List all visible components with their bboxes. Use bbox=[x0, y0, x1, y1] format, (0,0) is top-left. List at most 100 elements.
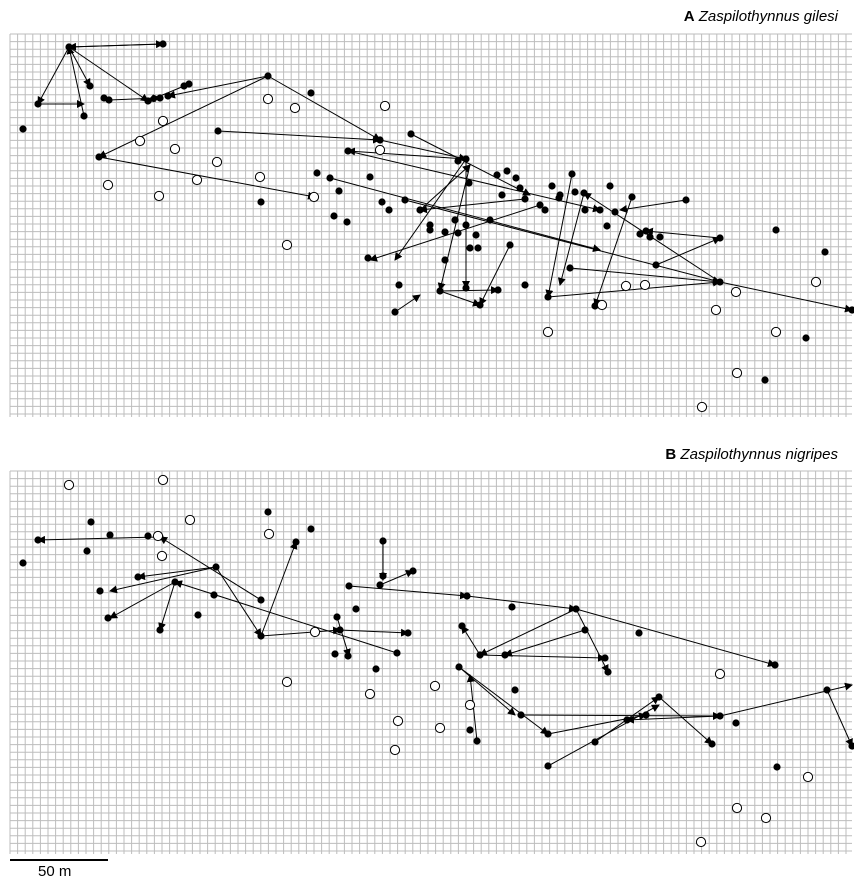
filled-point bbox=[472, 231, 479, 238]
filled-point bbox=[376, 581, 383, 588]
filled-point bbox=[307, 89, 314, 96]
filled-point bbox=[771, 661, 778, 668]
filled-point bbox=[212, 563, 219, 570]
movement-arrow bbox=[505, 630, 585, 655]
open-point bbox=[282, 240, 291, 249]
filled-point bbox=[465, 179, 472, 186]
filled-point bbox=[441, 256, 448, 263]
filled-point bbox=[655, 693, 662, 700]
open-point bbox=[64, 480, 73, 489]
filled-point bbox=[604, 668, 611, 675]
filled-point bbox=[257, 198, 264, 205]
filled-point bbox=[83, 547, 90, 554]
filled-point bbox=[656, 233, 663, 240]
filled-point bbox=[732, 719, 739, 726]
open-point bbox=[465, 700, 474, 709]
filled-point bbox=[416, 206, 423, 213]
filled-point bbox=[156, 94, 163, 101]
filled-point bbox=[331, 650, 338, 657]
filled-point bbox=[19, 559, 26, 566]
movement-arrow bbox=[548, 715, 646, 734]
filled-point bbox=[611, 208, 618, 215]
filled-point bbox=[330, 212, 337, 219]
open-point bbox=[393, 716, 402, 725]
filled-point bbox=[581, 626, 588, 633]
panel-a-marks bbox=[19, 40, 854, 411]
filled-point bbox=[682, 196, 689, 203]
open-point bbox=[732, 368, 741, 377]
filled-point bbox=[716, 712, 723, 719]
filled-point bbox=[95, 153, 102, 160]
filled-point bbox=[486, 216, 493, 223]
filled-point bbox=[636, 230, 643, 237]
filled-point bbox=[86, 82, 93, 89]
open-point bbox=[309, 192, 318, 201]
filled-point bbox=[511, 686, 518, 693]
open-point bbox=[263, 94, 272, 103]
open-point bbox=[192, 175, 201, 184]
filled-point bbox=[80, 112, 87, 119]
filled-point bbox=[401, 196, 408, 203]
open-point bbox=[158, 475, 167, 484]
filled-point bbox=[601, 654, 608, 661]
filled-point bbox=[378, 198, 385, 205]
filled-point bbox=[379, 537, 386, 544]
open-point bbox=[715, 669, 724, 678]
filled-point bbox=[462, 221, 469, 228]
movement-arrow bbox=[521, 715, 720, 716]
scale-bar-label: 50 m bbox=[38, 863, 71, 880]
filled-point bbox=[571, 188, 578, 195]
open-point bbox=[771, 327, 780, 336]
filled-point bbox=[171, 578, 178, 585]
filled-point bbox=[652, 261, 659, 268]
filled-point bbox=[821, 248, 828, 255]
filled-point bbox=[823, 686, 830, 693]
filled-point bbox=[476, 651, 483, 658]
filled-point bbox=[462, 155, 469, 162]
filled-point bbox=[521, 281, 528, 288]
filled-point bbox=[87, 518, 94, 525]
filled-point bbox=[214, 127, 221, 134]
filled-point bbox=[264, 72, 271, 79]
filled-point bbox=[516, 184, 523, 191]
open-point bbox=[696, 837, 705, 846]
filled-point bbox=[144, 97, 151, 104]
filled-point bbox=[498, 191, 505, 198]
open-point bbox=[170, 144, 179, 153]
open-point bbox=[803, 772, 812, 781]
filled-point bbox=[257, 596, 264, 603]
filled-point bbox=[455, 663, 462, 670]
filled-point bbox=[642, 711, 649, 718]
filled-point bbox=[566, 264, 573, 271]
filled-point bbox=[307, 525, 314, 532]
filled-point bbox=[506, 241, 513, 248]
filled-point bbox=[462, 284, 469, 291]
filled-point bbox=[264, 508, 271, 515]
filled-point bbox=[544, 293, 551, 300]
filled-point bbox=[458, 622, 465, 629]
filled-point bbox=[493, 171, 500, 178]
filled-point bbox=[376, 136, 383, 143]
filled-point bbox=[773, 763, 780, 770]
movement-arrow bbox=[268, 76, 380, 140]
movement-arrow bbox=[38, 47, 69, 104]
filled-point bbox=[144, 532, 151, 539]
open-point bbox=[185, 515, 194, 524]
open-point bbox=[621, 281, 630, 290]
filled-point bbox=[544, 762, 551, 769]
filled-point bbox=[379, 572, 386, 579]
filled-point bbox=[194, 611, 201, 618]
filled-point bbox=[345, 582, 352, 589]
filled-point bbox=[548, 182, 555, 189]
filled-point bbox=[623, 716, 630, 723]
filled-point bbox=[508, 603, 515, 610]
filled-point bbox=[603, 222, 610, 229]
filled-point bbox=[716, 278, 723, 285]
filled-point bbox=[159, 40, 166, 47]
open-point bbox=[135, 136, 144, 145]
open-point bbox=[390, 745, 399, 754]
filled-point bbox=[134, 573, 141, 580]
filled-point bbox=[521, 195, 528, 202]
filled-point bbox=[708, 740, 715, 747]
open-point bbox=[290, 103, 299, 112]
